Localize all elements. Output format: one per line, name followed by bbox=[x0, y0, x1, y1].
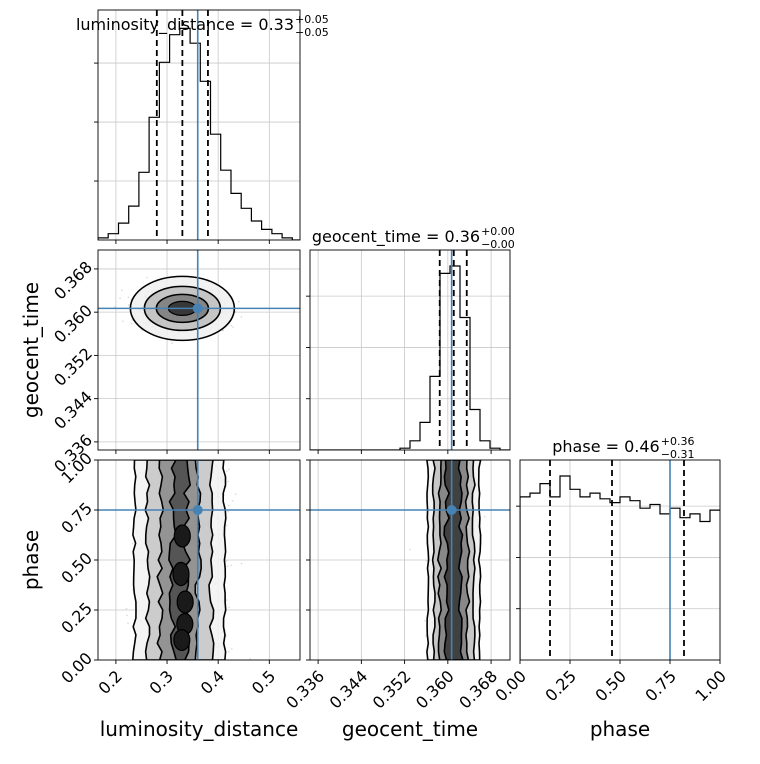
contour-level bbox=[174, 630, 190, 651]
sample-point bbox=[231, 648, 233, 650]
sample-point bbox=[126, 608, 128, 610]
sample-point bbox=[126, 615, 128, 617]
sample-point bbox=[226, 599, 228, 601]
sample-point bbox=[228, 607, 230, 609]
sample-point bbox=[228, 651, 230, 653]
contour-level bbox=[173, 562, 189, 585]
contour-level bbox=[174, 525, 190, 547]
sample-point bbox=[409, 549, 411, 551]
sample-point bbox=[228, 505, 230, 507]
sample-point bbox=[226, 525, 228, 527]
sample-point bbox=[121, 289, 123, 291]
sample-point bbox=[128, 304, 130, 306]
sample-point bbox=[230, 325, 232, 327]
sample-point bbox=[241, 563, 243, 565]
sample-point bbox=[226, 470, 228, 472]
sample-point bbox=[132, 543, 134, 545]
sample-point bbox=[228, 468, 230, 470]
sample-point bbox=[227, 511, 229, 513]
sample-point bbox=[128, 296, 130, 298]
sample-point bbox=[122, 321, 124, 323]
sample-point bbox=[119, 298, 121, 300]
sample-point bbox=[232, 500, 234, 502]
sample-point bbox=[171, 342, 173, 344]
sample-point bbox=[232, 326, 234, 328]
sample-point bbox=[241, 316, 243, 318]
sample-point bbox=[227, 481, 229, 483]
sample-point bbox=[235, 493, 237, 495]
sample-point bbox=[131, 323, 133, 325]
sample-point bbox=[146, 277, 148, 279]
sample-point bbox=[127, 622, 129, 624]
sample-point bbox=[227, 565, 229, 567]
truth-marker bbox=[193, 505, 203, 515]
sample-point bbox=[226, 560, 228, 562]
truth-marker bbox=[193, 303, 203, 313]
sample-point bbox=[231, 565, 233, 567]
contour-level bbox=[177, 591, 193, 613]
sample-point bbox=[238, 301, 240, 303]
